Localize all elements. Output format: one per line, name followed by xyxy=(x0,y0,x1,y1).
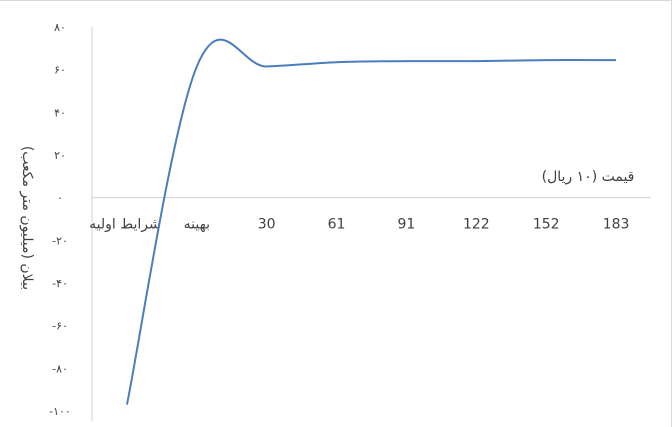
x-tick-label: 30 xyxy=(258,217,276,233)
y-tick-labels: ۸۰ ۶۰ ۴۰ ۲۰ ۰ -۲۰ -۴۰ -۶۰ -۸۰ -۱۰۰ xyxy=(49,21,71,418)
y-tick-label: -۶۰ xyxy=(52,320,68,333)
y-tick-label: -۸۰ xyxy=(52,362,68,375)
x-tick-label: بهینه xyxy=(184,217,210,233)
x-tick-label: 152 xyxy=(533,217,560,233)
x-tick-label: 91 xyxy=(398,217,416,233)
y-axis-title: بیلان (میلیون متر مکعب) xyxy=(19,146,35,290)
x-tick-label: شرایط اولیه xyxy=(89,217,161,233)
x-tick-label: 61 xyxy=(328,217,346,233)
y-tick-label: ۸۰ xyxy=(54,21,66,34)
x-tick-label: 183 xyxy=(603,217,630,233)
x-tick-label: 122 xyxy=(463,217,490,233)
x-tick-labels: شرایط اولیه بهینه 30 61 91 122 152 183 xyxy=(89,217,629,233)
series-line xyxy=(125,38,617,405)
y-tick-label: ۲۰ xyxy=(54,149,66,162)
y-tick-label: ۰ xyxy=(57,192,63,205)
y-tick-label: -۲۰ xyxy=(52,234,68,247)
y-tick-label: -۴۰ xyxy=(52,277,68,290)
x-axis-title: قیمت (۱۰ ریال) xyxy=(542,169,635,185)
y-tick-label: ۴۰ xyxy=(54,106,66,119)
y-tick-label: ۶۰ xyxy=(54,64,66,77)
y-tick-label: -۱۰۰ xyxy=(49,405,71,418)
